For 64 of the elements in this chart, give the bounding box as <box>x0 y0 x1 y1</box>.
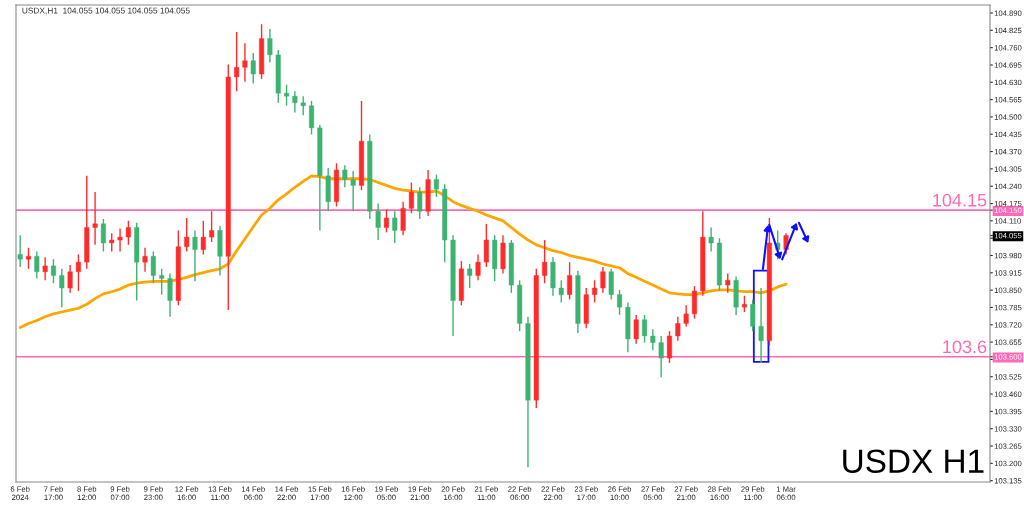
candlestick <box>708 226 714 253</box>
candlestick <box>50 258 56 284</box>
candlestick <box>25 247 31 270</box>
candlestick <box>408 181 414 214</box>
candlestick <box>150 250 156 284</box>
candlestick <box>642 314 648 344</box>
candlestick <box>633 314 639 345</box>
candlestick <box>100 218 106 253</box>
candlestick <box>125 220 131 246</box>
candlestick <box>250 52 256 85</box>
candlestick <box>75 253 81 292</box>
candlestick <box>608 268 614 301</box>
candlestick <box>475 253 481 281</box>
candlestick <box>350 170 356 212</box>
candlestick <box>242 42 248 83</box>
candlestick <box>558 279 564 304</box>
candlestick <box>600 266 606 294</box>
candlestick <box>234 31 240 93</box>
candlestick <box>375 202 381 241</box>
candlestick <box>392 210 398 244</box>
candlestick <box>300 95 306 117</box>
candlestick <box>342 164 348 188</box>
candlestick <box>309 100 315 136</box>
candlestick <box>592 279 598 304</box>
candlestick <box>34 250 40 280</box>
candlestick <box>109 232 115 253</box>
candlestick <box>483 223 489 268</box>
chart-title: USDX,H1 104.055 104.055 104.055 104.055 <box>22 7 190 15</box>
candlestick <box>683 304 689 328</box>
candlestick <box>400 200 406 236</box>
candlestick <box>417 186 423 220</box>
candlestick <box>383 208 389 234</box>
candlestick <box>59 268 65 308</box>
candlestick <box>617 289 623 316</box>
candlestick <box>725 272 731 294</box>
candlestick <box>142 247 148 273</box>
candlestick <box>209 210 215 243</box>
candlestick <box>758 287 764 364</box>
candlestick <box>284 83 290 107</box>
candlestick <box>467 263 473 289</box>
candlestick <box>542 239 548 284</box>
candlestick <box>117 227 123 253</box>
candlestick <box>658 335 664 378</box>
candlestick <box>691 285 697 320</box>
candlestick <box>650 328 656 352</box>
candlestick <box>200 220 206 256</box>
candlestick <box>42 256 48 281</box>
candlestick <box>750 298 756 332</box>
candlestick <box>67 264 73 294</box>
candlestick <box>167 272 173 318</box>
candlestick <box>159 268 165 296</box>
candlestick <box>192 229 198 283</box>
ref-line-label: 103.6 <box>943 340 987 354</box>
ref-line-label: 104.15 <box>933 193 987 207</box>
annotation: USDX H1 <box>843 449 984 474</box>
candlestick <box>17 234 23 268</box>
candlestick <box>292 90 298 114</box>
candlestick <box>267 28 273 64</box>
candlestick <box>567 261 573 301</box>
candlestick <box>92 191 98 246</box>
candlestick <box>675 316 681 342</box>
candlestick <box>433 174 439 198</box>
candlestick <box>184 217 190 253</box>
candlestick <box>667 330 672 364</box>
